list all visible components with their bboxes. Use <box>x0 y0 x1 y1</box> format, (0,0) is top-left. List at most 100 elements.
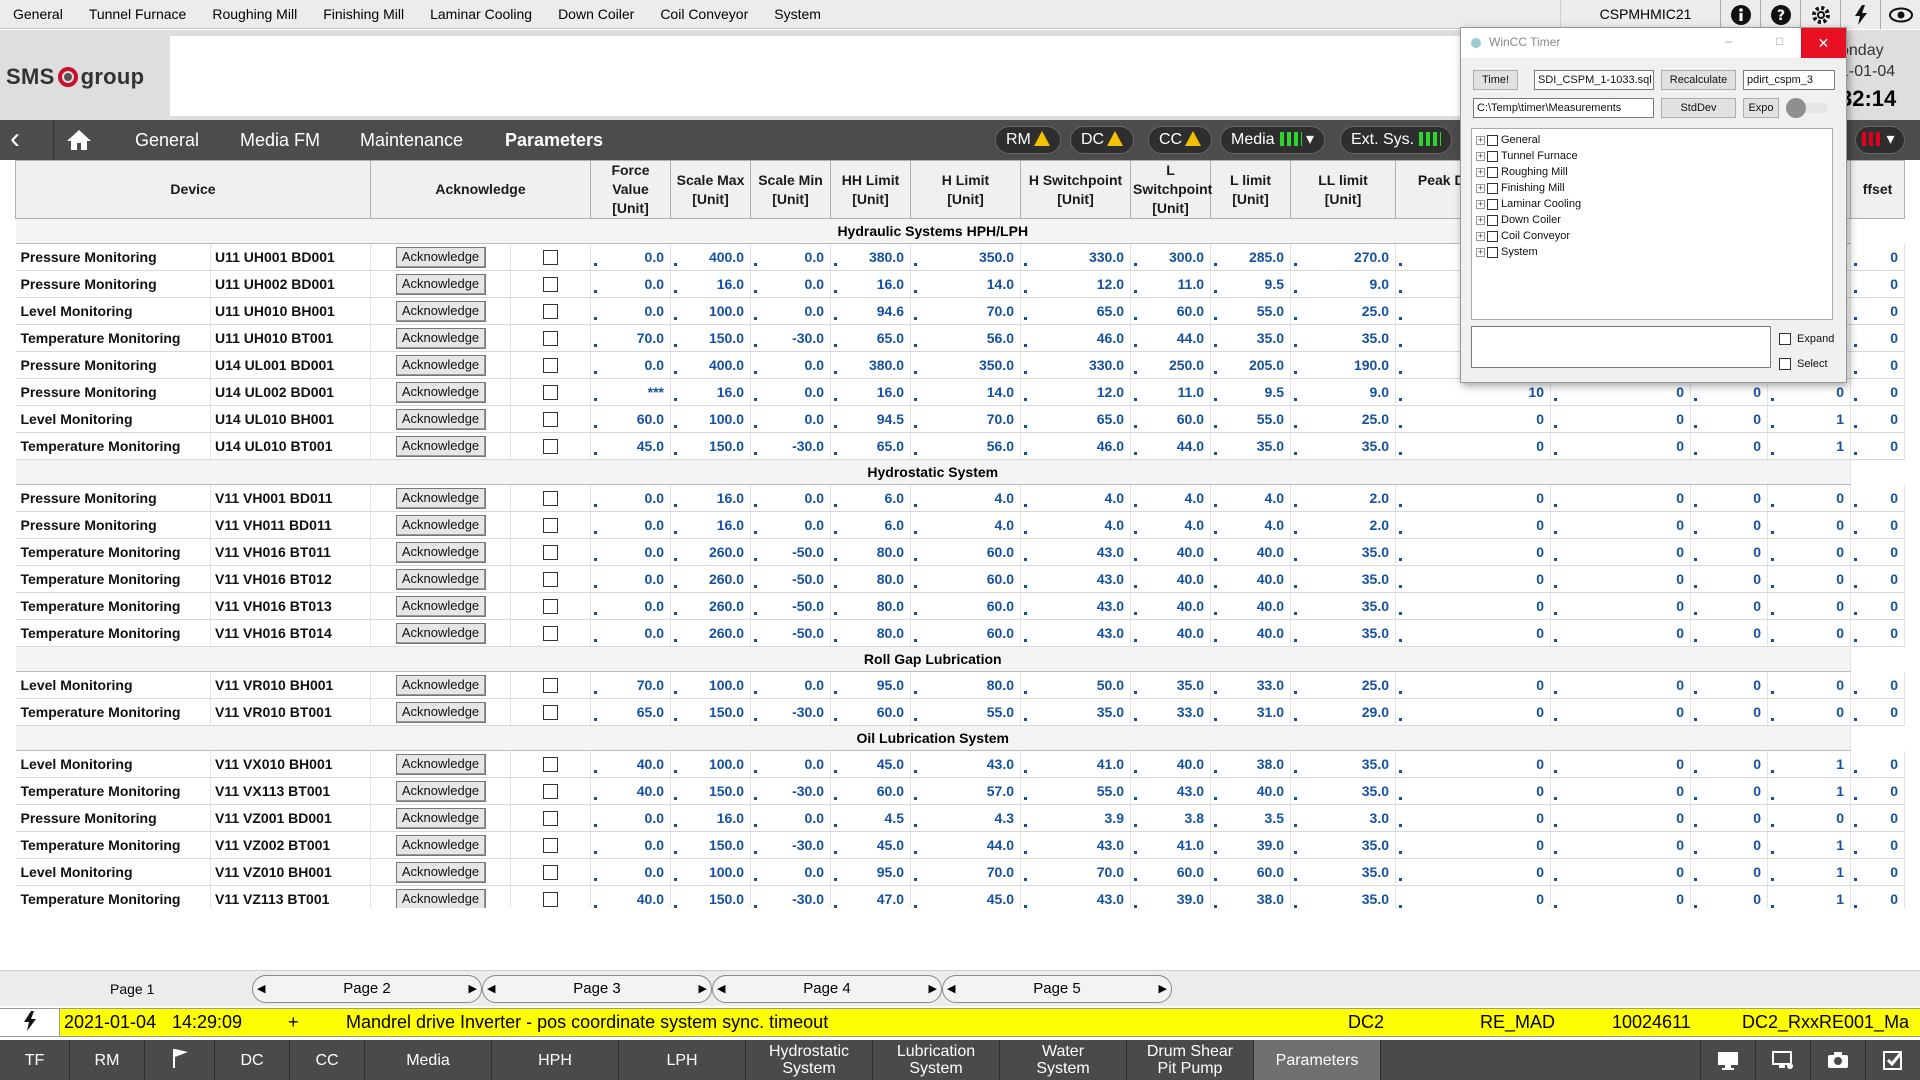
acknowledge-button[interactable]: Acknowledge <box>395 568 486 590</box>
value-cell[interactable]: -30.0 <box>750 324 831 352</box>
value-cell[interactable]: 0 <box>1690 804 1768 832</box>
value-cell[interactable]: 14.0 <box>910 270 1021 298</box>
dc-status-pill[interactable]: DC <box>1070 126 1135 154</box>
value-cell[interactable]: 56.0 <box>910 324 1021 352</box>
value-cell[interactable]: 25.0 <box>1290 297 1396 325</box>
acknowledge-button[interactable]: Acknowledge <box>395 354 486 376</box>
value-cell[interactable]: 9.5 <box>1210 378 1291 406</box>
value-cell[interactable]: 0 <box>1690 698 1768 726</box>
value-cell[interactable]: 0 <box>1850 484 1905 512</box>
force-checkbox[interactable] <box>543 545 558 561</box>
value-cell[interactable]: 150.0 <box>670 777 751 805</box>
acknowledge-button[interactable]: Acknowledge <box>395 487 486 509</box>
value-cell[interactable]: 260.0 <box>670 565 751 593</box>
value-cell[interactable]: 45.0 <box>590 432 671 460</box>
value-cell[interactable]: 29.0 <box>1290 698 1396 726</box>
value-cell[interactable]: 45.0 <box>830 750 911 778</box>
value-cell[interactable]: 4.0 <box>1210 484 1291 512</box>
value-cell[interactable]: 0 <box>1850 405 1905 433</box>
acknowledge-button[interactable]: Acknowledge <box>395 246 486 268</box>
maximize-icon[interactable]: □ <box>1776 34 1784 48</box>
acknowledge-button[interactable]: Acknowledge <box>395 381 486 403</box>
value-cell[interactable]: 70.0 <box>590 324 671 352</box>
value-cell[interactable]: 60.0 <box>910 592 1021 620</box>
tree-expand-icon[interactable]: + <box>1476 198 1485 209</box>
value-cell[interactable]: 50.0 <box>1020 671 1131 699</box>
task-button-water-system[interactable]: Water System <box>1000 1040 1127 1080</box>
sql-file-field[interactable]: SDI_CSPM_1-1033.sql <box>1534 70 1654 90</box>
value-cell[interactable]: 46.0 <box>1020 432 1131 460</box>
force-checkbox[interactable] <box>543 865 558 881</box>
force-checkbox[interactable] <box>543 412 558 428</box>
value-cell[interactable]: 150.0 <box>670 432 751 460</box>
task-button-parameters[interactable]: Parameters <box>1254 1040 1381 1080</box>
monitor-icon[interactable] <box>1700 1040 1755 1080</box>
force-checkbox[interactable] <box>543 491 558 507</box>
value-cell[interactable]: 35.0 <box>1210 432 1291 460</box>
value-cell[interactable]: 100.0 <box>670 297 751 325</box>
force-checkbox[interactable] <box>543 439 558 455</box>
value-cell[interactable]: -30.0 <box>750 777 831 805</box>
value-cell[interactable]: 0.0 <box>750 671 831 699</box>
value-cell[interactable]: 0.0 <box>750 511 831 539</box>
value-cell[interactable]: 0 <box>1395 592 1551 620</box>
tree-node[interactable]: + General <box>1472 132 1832 148</box>
task-button-hydrostatic-system[interactable]: Hydrostatic System <box>746 1040 873 1080</box>
value-cell[interactable]: -50.0 <box>750 619 831 647</box>
value-cell[interactable]: 0.0 <box>750 243 831 271</box>
value-cell[interactable]: 380.0 <box>830 243 911 271</box>
back-icon[interactable]: ‹ <box>10 122 20 155</box>
value-cell[interactable]: 16.0 <box>670 804 751 832</box>
value-cell[interactable]: 4.5 <box>830 804 911 832</box>
tree-checkbox[interactable] <box>1487 198 1498 210</box>
value-cell[interactable]: 0 <box>1395 619 1551 647</box>
value-cell[interactable]: 0 <box>1850 698 1905 726</box>
value-cell[interactable]: 0 <box>1767 804 1851 832</box>
value-cell[interactable]: 43.0 <box>1130 777 1211 805</box>
value-cell[interactable]: 0 <box>1850 592 1905 620</box>
menu-item-tunnel-furnace[interactable]: Tunnel Furnace <box>88 5 187 22</box>
force-checkbox[interactable] <box>543 626 558 642</box>
value-cell[interactable]: 285.0 <box>1210 243 1291 271</box>
value-cell[interactable]: 205.0 <box>1210 351 1291 379</box>
value-cell[interactable]: 12.0 <box>1020 378 1131 406</box>
value-cell[interactable]: 0 <box>1550 484 1691 512</box>
value-cell[interactable]: 0 <box>1395 858 1551 886</box>
value-cell[interactable]: 16.0 <box>670 484 751 512</box>
value-cell[interactable]: 1 <box>1767 831 1851 859</box>
value-cell[interactable]: 0 <box>1395 511 1551 539</box>
value-cell[interactable]: 0.0 <box>590 592 671 620</box>
value-cell[interactable]: 33.0 <box>1130 698 1211 726</box>
value-cell[interactable]: 0 <box>1850 565 1905 593</box>
tree-checkbox[interactable] <box>1487 150 1498 162</box>
value-cell[interactable]: 43.0 <box>910 750 1021 778</box>
value-cell[interactable]: 60.0 <box>830 698 911 726</box>
value-cell[interactable]: 0 <box>1395 804 1551 832</box>
value-cell[interactable]: 3.9 <box>1020 804 1131 832</box>
value-cell[interactable]: 35.0 <box>1130 671 1211 699</box>
tree-expand-icon[interactable]: + <box>1476 214 1485 225</box>
value-cell[interactable]: 350.0 <box>910 351 1021 379</box>
value-cell[interactable]: 0 <box>1550 592 1691 620</box>
lightning-icon[interactable] <box>1840 0 1880 29</box>
value-cell[interactable]: 45.0 <box>830 831 911 859</box>
value-cell[interactable]: 40.0 <box>1210 592 1291 620</box>
force-checkbox[interactable] <box>543 385 558 401</box>
tree-node[interactable]: + Coil Conveyor <box>1472 228 1832 244</box>
value-cell[interactable]: -30.0 <box>750 698 831 726</box>
menu-item-down-coiler[interactable]: Down Coiler <box>558 5 635 22</box>
menu-item-laminar-cooling[interactable]: Laminar Cooling <box>430 5 533 22</box>
value-cell[interactable]: -30.0 <box>750 432 831 460</box>
value-cell[interactable]: 0 <box>1850 831 1905 859</box>
force-checkbox[interactable] <box>543 811 558 827</box>
tree-checkbox[interactable] <box>1487 182 1498 194</box>
value-cell[interactable]: 0.0 <box>590 538 671 566</box>
value-cell[interactable]: 55.0 <box>1210 405 1291 433</box>
value-cell[interactable]: 70.0 <box>910 858 1021 886</box>
value-cell[interactable]: 0.0 <box>750 405 831 433</box>
value-cell[interactable]: 57.0 <box>910 777 1021 805</box>
value-cell[interactable]: 0.0 <box>590 804 671 832</box>
value-cell[interactable]: 16.0 <box>670 511 751 539</box>
page-5-button[interactable]: ◀ Page 5 ▶ <box>942 975 1172 1003</box>
value-cell[interactable]: 70.0 <box>590 671 671 699</box>
